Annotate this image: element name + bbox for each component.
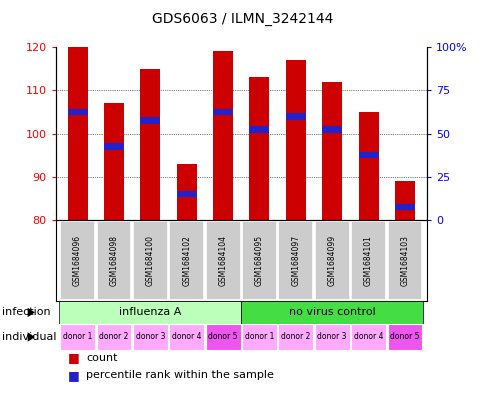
Text: GSM1684100: GSM1684100 — [146, 235, 154, 286]
Text: GSM1684103: GSM1684103 — [400, 235, 408, 286]
Text: GSM1684101: GSM1684101 — [363, 235, 372, 286]
Text: GSM1684098: GSM1684098 — [109, 235, 118, 286]
Bar — [314, 324, 349, 350]
Text: ■: ■ — [68, 351, 79, 364]
Text: influenza A: influenza A — [119, 307, 181, 318]
Text: donor 2: donor 2 — [99, 332, 128, 342]
Bar — [60, 221, 95, 300]
Bar — [321, 82, 342, 220]
Bar — [394, 204, 414, 210]
Bar — [285, 60, 305, 220]
Text: infection: infection — [2, 307, 51, 318]
Bar — [242, 221, 276, 300]
Bar — [59, 301, 241, 324]
Bar — [205, 324, 240, 350]
Text: donor 1: donor 1 — [63, 332, 92, 342]
Text: donor 1: donor 1 — [244, 332, 273, 342]
Bar — [358, 112, 378, 220]
Bar — [387, 324, 422, 350]
Bar — [249, 77, 269, 220]
Bar — [169, 221, 204, 300]
Text: donor 5: donor 5 — [208, 332, 237, 342]
Text: individual: individual — [2, 332, 57, 342]
Bar — [241, 301, 422, 324]
Text: donor 3: donor 3 — [136, 332, 165, 342]
Bar — [133, 221, 167, 300]
Bar — [176, 191, 197, 197]
Bar — [212, 109, 233, 115]
Bar — [96, 221, 131, 300]
Bar — [358, 152, 378, 158]
Bar — [96, 324, 131, 350]
Text: GSM1684096: GSM1684096 — [73, 235, 82, 286]
Text: donor 4: donor 4 — [353, 332, 382, 342]
Bar — [60, 324, 95, 350]
Text: donor 4: donor 4 — [172, 332, 201, 342]
Text: GSM1684102: GSM1684102 — [182, 235, 191, 286]
Bar — [169, 324, 204, 350]
Bar — [394, 181, 414, 220]
Text: no virus control: no virus control — [288, 307, 375, 318]
Text: GDS6063 / ILMN_3242144: GDS6063 / ILMN_3242144 — [151, 12, 333, 26]
Text: donor 3: donor 3 — [317, 332, 346, 342]
Bar — [133, 324, 167, 350]
Bar — [350, 221, 385, 300]
Text: donor 2: donor 2 — [281, 332, 310, 342]
Bar — [249, 126, 269, 132]
Text: donor 5: donor 5 — [390, 332, 419, 342]
Bar — [104, 143, 124, 150]
Bar — [212, 51, 233, 220]
Bar — [104, 103, 124, 220]
Text: GSM1684095: GSM1684095 — [255, 235, 263, 286]
Bar — [350, 324, 385, 350]
Bar — [140, 69, 160, 220]
Bar — [205, 221, 240, 300]
Text: GSM1684104: GSM1684104 — [218, 235, 227, 286]
Bar — [278, 324, 313, 350]
Bar — [314, 221, 349, 300]
Bar — [140, 118, 160, 124]
Bar — [285, 113, 305, 119]
Text: GSM1684097: GSM1684097 — [291, 235, 300, 286]
Text: percentile rank within the sample: percentile rank within the sample — [86, 370, 273, 380]
Bar — [278, 221, 313, 300]
Bar — [242, 324, 276, 350]
Bar — [176, 164, 197, 220]
Text: ■: ■ — [68, 369, 79, 382]
Text: count: count — [86, 353, 118, 363]
Bar — [67, 109, 88, 115]
Bar — [387, 221, 422, 300]
Bar — [321, 126, 342, 132]
Text: GSM1684099: GSM1684099 — [327, 235, 336, 286]
Bar — [67, 47, 88, 220]
